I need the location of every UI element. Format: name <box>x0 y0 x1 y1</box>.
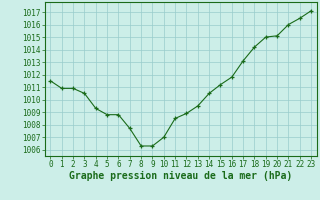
X-axis label: Graphe pression niveau de la mer (hPa): Graphe pression niveau de la mer (hPa) <box>69 171 292 181</box>
